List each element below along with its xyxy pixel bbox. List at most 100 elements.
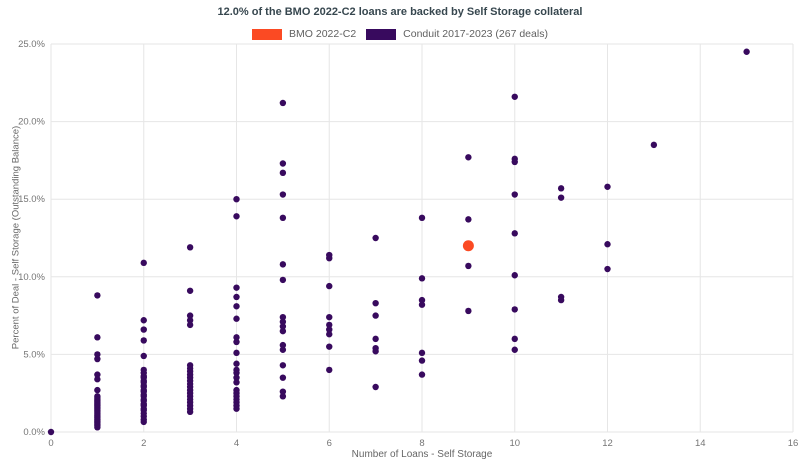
data-point-conduit [233, 374, 240, 381]
data-point-conduit [47, 428, 55, 436]
data-point-conduit [233, 334, 240, 341]
data-point-conduit [372, 299, 379, 307]
data-point-conduit [511, 93, 518, 100]
data-point-conduit [326, 254, 333, 262]
data-point-conduit [279, 313, 287, 321]
data-point-conduit [465, 262, 472, 270]
data-point-conduit [186, 312, 194, 319]
data-point-conduit [511, 191, 518, 198]
data-point-conduit [326, 331, 333, 338]
x-tick-label: 6 [327, 438, 332, 449]
data-point-conduit [465, 307, 472, 315]
data-point-conduit [511, 158, 518, 166]
y-tick-label: 15.0% [18, 194, 45, 205]
data-point-conduit [233, 284, 240, 291]
data-point-conduit [326, 366, 333, 374]
data-point-conduit [279, 276, 287, 284]
data-point-conduit [186, 287, 194, 294]
x-tick-label: 4 [234, 438, 239, 449]
data-point-conduit [279, 323, 287, 330]
data-point-conduit [279, 341, 287, 349]
data-point-conduit [233, 338, 240, 346]
data-point-conduit [372, 383, 379, 391]
data-point-conduit [233, 213, 240, 220]
data-point-conduit [326, 326, 333, 333]
x-tick-label: 12 [602, 438, 613, 449]
data-point-conduit [233, 379, 240, 386]
data-point-conduit [372, 312, 379, 319]
legend: BMO 2022-C2 Conduit 2017-2023 (267 deals… [0, 28, 800, 40]
data-point-conduit [233, 405, 240, 412]
data-point-conduit [511, 306, 518, 313]
data-point-conduit [94, 355, 101, 363]
data-point-conduit [279, 374, 287, 381]
data-point-conduit [418, 371, 426, 378]
x-tick-label: 2 [141, 438, 146, 449]
data-point-conduit [511, 272, 518, 279]
data-point-conduit [557, 185, 565, 192]
legend-item-conduit: Conduit 2017-2023 (267 deals) [366, 28, 548, 40]
data-point-conduit [94, 376, 101, 383]
y-tick-label: 0.0% [23, 427, 45, 438]
data-point-conduit [233, 303, 240, 310]
data-point-conduit [233, 369, 240, 377]
data-point-conduit [418, 275, 426, 282]
data-point-conduit [418, 296, 426, 304]
x-tick-label: 10 [509, 438, 520, 449]
data-point-conduit [140, 418, 147, 426]
x-tick-label: 8 [419, 438, 424, 449]
data-point-conduit [94, 371, 101, 378]
legend-label-conduit: Conduit 2017-2023 (267 deals) [403, 28, 548, 40]
data-point-conduit [372, 335, 379, 343]
data-point-conduit [326, 321, 333, 329]
data-point-conduit [557, 296, 565, 304]
data-point-bmo [462, 240, 474, 252]
data-point-conduit [326, 313, 333, 321]
data-point-conduit [140, 259, 147, 267]
data-point-conduit [94, 386, 101, 394]
data-point-conduit [511, 346, 518, 353]
data-point-conduit [94, 334, 101, 341]
data-point-conduit [233, 360, 240, 367]
y-tick-label: 10.0% [18, 272, 45, 283]
legend-swatch-bmo [252, 28, 283, 40]
chart-title: 12.0% of the BMO 2022-C2 loans are backe… [217, 6, 583, 18]
data-point-conduit [465, 216, 472, 223]
data-point-conduit [279, 388, 287, 395]
data-point-conduit [140, 317, 147, 324]
data-point-conduit [279, 362, 287, 369]
data-point-conduit [279, 160, 287, 167]
legend-item-bmo: BMO 2022-C2 [252, 28, 356, 40]
data-point-conduit [279, 191, 287, 198]
data-point-conduit [418, 349, 426, 357]
data-point-conduit [279, 214, 287, 222]
y-tick-label: 25.0% [18, 39, 45, 50]
data-point-conduit [604, 241, 611, 248]
data-point-conduit [186, 321, 194, 329]
y-tick-label: 20.0% [18, 117, 45, 128]
data-point-conduit [94, 292, 101, 299]
data-point-conduit [94, 351, 101, 358]
data-point-conduit [140, 326, 147, 333]
data-point-conduit [465, 154, 472, 161]
data-point-conduit [279, 261, 287, 268]
data-point-conduit [279, 393, 287, 400]
data-point-conduit [326, 343, 333, 350]
data-point-conduit [326, 282, 333, 290]
y-axis-title: Percent of Deal - Self Storage (Outstand… [10, 125, 22, 350]
data-point-conduit [418, 214, 426, 222]
data-point-conduit [279, 318, 287, 326]
data-point-conduit [418, 357, 426, 364]
data-point-conduit [604, 183, 611, 190]
data-point-conduit [650, 141, 658, 149]
data-point-conduit [511, 230, 518, 237]
data-point-conduit [94, 424, 101, 431]
data-point-conduit [557, 194, 565, 201]
data-point-conduit [186, 244, 194, 251]
x-tick-label: 0 [48, 438, 53, 449]
x-tick-label: 14 [695, 438, 706, 449]
data-point-conduit [511, 335, 518, 343]
legend-label-bmo: BMO 2022-C2 [289, 28, 357, 40]
data-point-conduit [186, 408, 194, 416]
